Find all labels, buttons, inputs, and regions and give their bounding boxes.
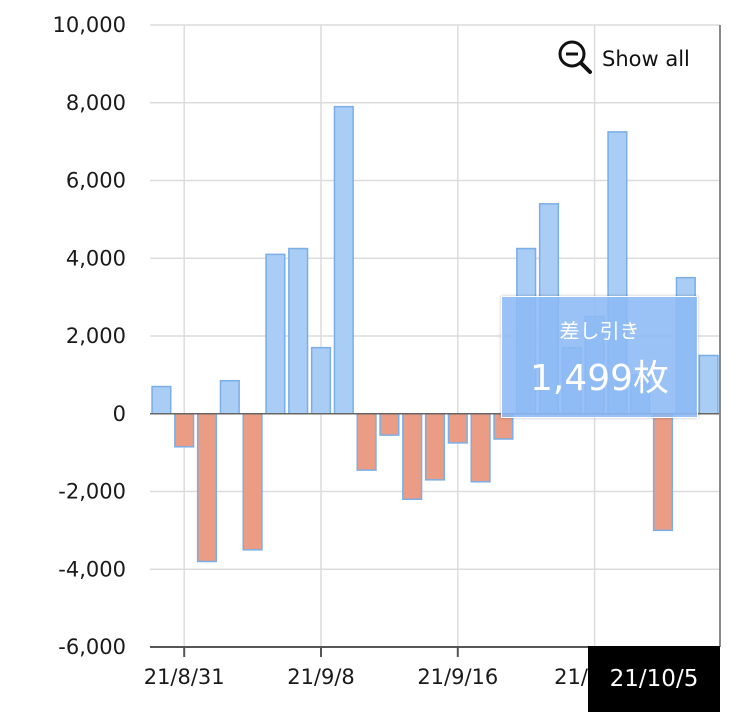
- bar-negative: [652, 413, 674, 532]
- bar-negative: [447, 413, 468, 444]
- x-tick-label: 21/9/16: [417, 665, 498, 689]
- x-tick-label: 21/9/8: [287, 665, 355, 689]
- show-all-button[interactable]: Show all: [556, 40, 690, 78]
- bar-positive: [698, 354, 719, 415]
- x-axis-crosshair-label: 21/10/5: [588, 646, 720, 712]
- bar-negative: [174, 413, 195, 448]
- tooltip-value: 1,499枚: [529, 358, 670, 399]
- bar-negative: [196, 413, 218, 563]
- bar-negative: [356, 413, 377, 471]
- bar-negative: [470, 413, 491, 483]
- bar-negative: [424, 413, 446, 481]
- y-axis-ticks: 10,000 8,000 6,000 4,000 2,000 0 -2,000 -4,000 -…: [53, 13, 126, 659]
- bar-negative: [402, 413, 423, 501]
- show-all-label: Show all: [602, 47, 690, 71]
- y-tick-label: -6,000: [58, 635, 126, 659]
- y-tick-label: 8,000: [66, 91, 126, 115]
- tooltip-title: 差し引き: [559, 319, 640, 343]
- y-tick-label: 0: [113, 402, 126, 426]
- bar-negative: [242, 413, 263, 551]
- zoom-out-icon: [556, 38, 594, 80]
- bar-positive: [219, 379, 240, 415]
- y-tick-label: 6,000: [66, 169, 126, 193]
- data-tooltip: 差し引き 1,499枚: [501, 296, 698, 418]
- y-tick-label: 4,000: [66, 246, 126, 270]
- x-tick-label: 21/8/31: [144, 665, 225, 689]
- y-tick-label: -4,000: [58, 557, 126, 581]
- y-tick-label: 2,000: [66, 324, 126, 348]
- bar-positive: [288, 247, 309, 415]
- bar-positive: [310, 346, 332, 415]
- bar-positive: [265, 253, 286, 415]
- y-tick-label: 10,000: [53, 13, 126, 37]
- bar-positive: [333, 105, 354, 415]
- bar-positive: [151, 385, 172, 415]
- y-tick-label: -2,000: [58, 480, 126, 504]
- bar-negative: [379, 413, 400, 436]
